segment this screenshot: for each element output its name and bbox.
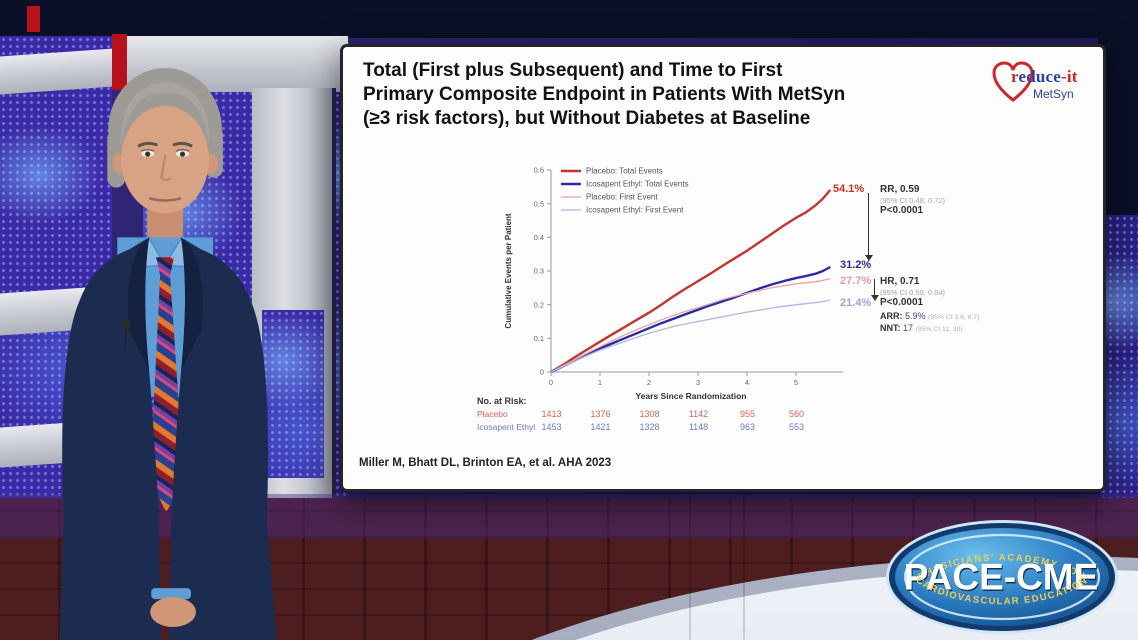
svg-text:0: 0 xyxy=(540,368,544,377)
arr-line: ARR: 5.9% (95% CI 3.6, 8.7) xyxy=(880,310,980,321)
citation: Miller M, Bhatt DL, Brinton EA, et al. A… xyxy=(359,457,612,469)
series-curve xyxy=(550,278,831,373)
risk-value: 1421 xyxy=(590,422,611,432)
reduce-it-metsyn-logo: reduce-it MetSyn xyxy=(991,59,1111,115)
legend-entry: Icosapent Ethyl: First Event xyxy=(586,206,684,215)
studio-panel xyxy=(1100,215,1138,505)
svg-text:0.3: 0.3 xyxy=(534,267,544,276)
studio-ceiling-band xyxy=(0,0,1138,38)
svg-text:0.6: 0.6 xyxy=(534,166,544,175)
x-axis-label: Years Since Randomization xyxy=(635,391,746,401)
risk-value: 560 xyxy=(788,409,805,419)
svg-text:3: 3 xyxy=(696,378,700,387)
rr-arrow xyxy=(864,193,873,261)
mouth xyxy=(148,197,182,202)
svg-text:0.5: 0.5 xyxy=(534,199,544,208)
risk-value: 1142 xyxy=(688,409,709,419)
metsyn-label: MetSyn xyxy=(1033,87,1074,101)
presentation-slide: Total (First plus Subsequent) and Time t… xyxy=(340,44,1106,492)
studio-red-accent xyxy=(27,6,40,32)
svg-text:0.1: 0.1 xyxy=(534,334,544,343)
risk-value: 1453 xyxy=(541,422,562,432)
hair xyxy=(121,81,210,148)
svg-text:2: 2 xyxy=(647,378,651,387)
tie-knot xyxy=(156,257,175,276)
end-label: 21.4% xyxy=(840,297,872,309)
risk-value: 1308 xyxy=(639,409,660,419)
risk-value: 553 xyxy=(788,422,805,432)
series-curve xyxy=(550,299,831,373)
end-label: 27.7% xyxy=(840,275,872,287)
studio-red-accent xyxy=(112,34,127,90)
risk-value: 1328 xyxy=(639,422,660,432)
legend-entry: Icosapent Ethyl: Total Events xyxy=(586,180,689,189)
risk-row: Icosapent Ethyl 1453 1421 1328 1148 963 553 xyxy=(477,422,821,432)
risk-table-header: No. at Risk: xyxy=(477,396,527,406)
hand xyxy=(150,597,196,628)
presenter xyxy=(59,67,277,640)
risk-value: 955 xyxy=(739,409,756,419)
risk-row-label: Icosapent Ethyl xyxy=(477,422,536,432)
studio-panel xyxy=(262,310,324,478)
svg-text:0: 0 xyxy=(549,378,553,387)
hr-annotation: HR, 0.71 (95% CI 0.59, 0.84) P<0.0001 AR… xyxy=(880,276,1030,334)
hr-arrow xyxy=(870,279,879,301)
risk-row: Placebo 1413 1376 1308 1142 955 560 xyxy=(477,409,821,419)
risk-value: 1376 xyxy=(590,409,611,419)
lapel-right xyxy=(181,237,203,371)
end-label: 31.2% xyxy=(840,259,872,271)
pace-cme-logo: PHYSICIANS' ACADEMY FOR PACE-CME PACE-CM… xyxy=(886,520,1118,634)
series-curve xyxy=(550,189,832,374)
svg-text:0.4: 0.4 xyxy=(534,233,544,242)
risk-value: 963 xyxy=(739,422,756,432)
svg-text:0.2: 0.2 xyxy=(534,300,544,309)
svg-text:5: 5 xyxy=(794,378,798,387)
rr-annotation: RR, 0.59 (95% CI 0.48, 0.72) P<0.0001 xyxy=(880,184,946,217)
legend-entry: Placebo: Total Events xyxy=(586,167,663,176)
lapel-microphone xyxy=(123,319,131,332)
svg-text:4: 4 xyxy=(745,378,749,387)
svg-text:PACE-CME: PACE-CME xyxy=(905,558,1100,599)
badge-main-text: PACE-CME xyxy=(904,557,1099,598)
cumulative-events-chart: 0 0.1 0.2 0.3 0.4 0.5 0.6 0 1 2 3 4 5 Cumulative Even… xyxy=(504,166,843,401)
nnt-line: NNT: 17 (95% CI 11, 30) xyxy=(880,322,963,333)
monitor-stand xyxy=(649,489,787,640)
y-axis-label: Cumulative Events per Patient xyxy=(504,213,513,328)
series-curve xyxy=(550,265,831,374)
presenter-figure xyxy=(59,67,277,640)
legend-entry: Placebo: First Event xyxy=(586,193,658,202)
end-label: 54.1% xyxy=(833,183,865,195)
reduce-it-wordmark: reduce-it xyxy=(1011,67,1078,86)
studio-panel xyxy=(0,36,112,498)
slide-title: Total (First plus Subsequent) and Time t… xyxy=(363,60,846,129)
heart-icon xyxy=(992,61,1034,102)
risk-value: 1413 xyxy=(541,409,562,419)
risk-row-label: Placebo xyxy=(477,409,508,419)
risk-value: 1148 xyxy=(688,422,709,432)
svg-text:1: 1 xyxy=(598,378,602,387)
lapel-left xyxy=(127,237,150,371)
